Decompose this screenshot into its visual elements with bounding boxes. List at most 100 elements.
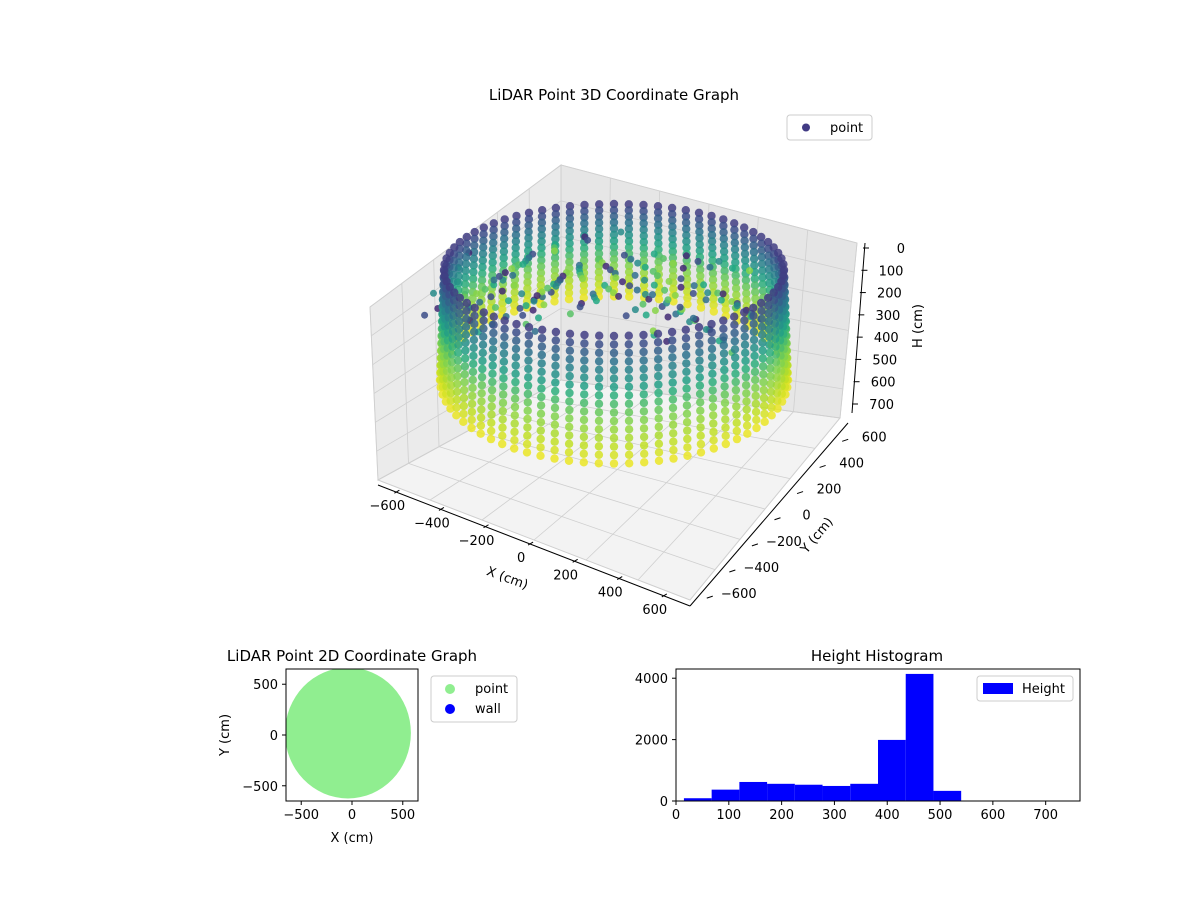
- cloud-point: [741, 381, 751, 390]
- cloud-point: [462, 246, 471, 255]
- point-disc: [286, 669, 411, 799]
- cloud-point: [749, 227, 758, 237]
- cloud-point: [501, 269, 509, 277]
- cloud-point: [469, 267, 478, 277]
- cloud-point: [479, 324, 488, 333]
- cloud-point: [536, 434, 545, 444]
- cloud-point: [476, 429, 485, 438]
- ticks-hist: 0 100 200 300 400 500 600 700 0 2000 4000: [635, 672, 1058, 823]
- cloud-point: [461, 280, 470, 289]
- cloud-point: [696, 406, 705, 415]
- cloud-point: [759, 370, 768, 379]
- cloud-point: [551, 361, 560, 370]
- cloud-point: [731, 277, 741, 287]
- cloud-point: [715, 257, 723, 265]
- x-tick-3d-label: 600: [642, 603, 667, 618]
- cloud-point: [695, 373, 704, 382]
- cloud-point: [707, 328, 716, 337]
- cloud-point: [720, 279, 730, 288]
- cloud-point: [720, 398, 730, 408]
- cloud-point: [707, 224, 716, 233]
- cloud-point: [634, 259, 642, 267]
- y-tick-3d-label: −600: [721, 587, 757, 602]
- cloud-point: [683, 300, 692, 309]
- cloud-point: [594, 399, 604, 408]
- cloud-point: [594, 365, 604, 374]
- cloud-point: [665, 277, 673, 285]
- cloud-point: [453, 379, 462, 389]
- cloud-point: [609, 442, 619, 451]
- cloud-point: [624, 365, 634, 374]
- cloud-point: [459, 417, 468, 426]
- cloud-point: [732, 418, 741, 427]
- cloud-point: [668, 420, 678, 429]
- cloud-point: [609, 242, 619, 252]
- cloud-point: [609, 450, 619, 460]
- cloud-point: [551, 216, 560, 225]
- x-tick-3d-mark: [572, 558, 578, 563]
- cloud-point: [694, 208, 704, 217]
- cloud-point: [757, 232, 766, 242]
- cloud-point: [682, 237, 691, 246]
- cloud-point: [565, 226, 574, 236]
- cloud-point: [491, 304, 499, 311]
- cloud-point: [694, 323, 704, 332]
- cloud-point: [523, 290, 532, 300]
- cloud-point: [529, 306, 537, 314]
- legend-2d-marker-point: [445, 684, 455, 694]
- cloud-point: [757, 322, 767, 331]
- grid-line-wall-right-v: [793, 229, 809, 412]
- cloud-point: [467, 407, 477, 417]
- plot-hist: Height Histogram 0 100 200 300 400 500 600 7000…: [635, 647, 1081, 823]
- cloud-point: [468, 294, 477, 303]
- cloud-point: [740, 340, 750, 349]
- cloud-point: [579, 415, 589, 425]
- cloud-point: [478, 340, 488, 349]
- y-tick-2d-label: 500: [253, 678, 278, 693]
- x-tick-3d-mark: [483, 524, 489, 529]
- cloud-point: [708, 394, 718, 403]
- cloud-point: [594, 374, 604, 383]
- cloud-point: [654, 422, 663, 432]
- legend-3d-frame: [786, 114, 873, 141]
- cloud-point: [565, 371, 574, 381]
- y-tick-3d-label: 200: [817, 483, 842, 498]
- cloud-point: [536, 401, 546, 410]
- x-tick-3d-label: −200: [459, 534, 495, 549]
- cloud-point: [524, 233, 533, 243]
- cloud-point: [580, 200, 589, 210]
- cloud-point: [696, 398, 705, 407]
- cloud-point: [624, 357, 634, 366]
- cloud-point: [469, 343, 478, 353]
- cloud-point: [617, 228, 625, 236]
- cloud-point: [639, 231, 648, 241]
- z-tick-3d-label: 400: [874, 331, 899, 346]
- legend-3d-label-point: point: [830, 121, 863, 136]
- cloud-point: [749, 311, 758, 321]
- cloud-point: [468, 375, 477, 385]
- cloud-point: [708, 243, 717, 252]
- cloud-point: [564, 439, 574, 448]
- cloud-point: [654, 233, 663, 242]
- y-axis-label-2d: Y (cm): [218, 714, 233, 757]
- cloud-point: [537, 384, 546, 393]
- cloud-point: [751, 391, 760, 401]
- cloud-point: [752, 415, 761, 425]
- cloud-point: [488, 345, 498, 354]
- cloud-point: [498, 439, 507, 449]
- cloud-point: [681, 342, 691, 351]
- cloud-point: [763, 293, 773, 303]
- cloud-point: [565, 397, 574, 406]
- cloud-point: [669, 445, 678, 455]
- cloud-point: [550, 454, 559, 463]
- cloud-point: [500, 324, 509, 333]
- cloud-point: [707, 319, 716, 329]
- cloud-point: [461, 259, 471, 269]
- cloud-point: [531, 327, 539, 335]
- cloud-point: [649, 291, 656, 299]
- cloud-point: [455, 237, 465, 247]
- cloud-point: [469, 335, 479, 345]
- cloud-point: [594, 382, 604, 391]
- cloud-point: [510, 394, 520, 403]
- cloud-point: [524, 208, 534, 217]
